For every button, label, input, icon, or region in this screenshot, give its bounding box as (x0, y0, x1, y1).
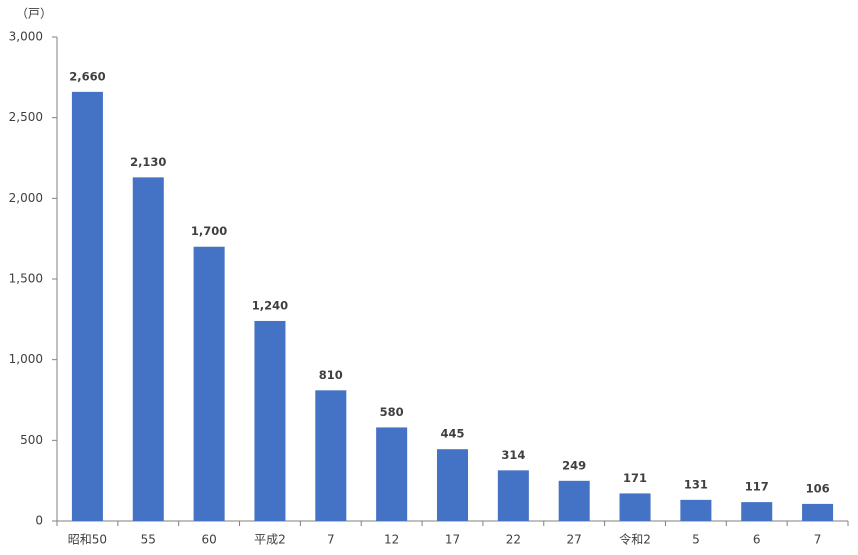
value-label: 106 (806, 481, 830, 495)
x-tick-label: 60 (201, 533, 216, 547)
value-label: 1,240 (252, 298, 288, 312)
bar (71, 91, 103, 521)
x-tick-label: 12 (384, 533, 399, 547)
x-tick-label: 22 (506, 533, 521, 547)
bar (254, 320, 286, 521)
value-label: 171 (623, 471, 647, 485)
value-label: 2,130 (130, 155, 166, 169)
x-tick-label: 5 (692, 533, 700, 547)
y-tick-label: 1,500 (9, 272, 43, 286)
bar (132, 177, 164, 522)
value-label: 249 (562, 458, 586, 472)
value-label: 131 (684, 477, 708, 491)
x-tick-label: 7 (327, 533, 335, 547)
bar (741, 502, 773, 521)
x-tick-label: 27 (567, 533, 582, 547)
bar (497, 470, 529, 521)
y-tick-label: 2,500 (9, 110, 43, 124)
bar (619, 493, 651, 521)
value-label: 314 (501, 448, 525, 462)
x-tick-label: 昭和50 (68, 533, 107, 547)
bar (193, 246, 225, 521)
x-tick-label: 令和2 (619, 532, 651, 547)
bar (436, 449, 469, 521)
value-label: 117 (745, 480, 769, 494)
bar (802, 503, 834, 521)
value-label: 810 (319, 368, 343, 382)
y-tick-label: 3,000 (9, 30, 43, 44)
bar (680, 499, 712, 521)
value-label: 445 (440, 427, 464, 441)
x-tick-label: 平成2 (254, 533, 286, 547)
bar (376, 427, 408, 521)
value-label: 2,660 (69, 69, 105, 83)
unit-label: （戸） (16, 7, 52, 21)
y-tick-label: 500 (20, 433, 43, 447)
x-tick-label: 17 (445, 533, 460, 547)
value-label: 1,700 (191, 224, 227, 238)
x-tick-label: 55 (141, 533, 156, 547)
bar (558, 480, 590, 521)
x-tick-label: 6 (753, 533, 761, 547)
x-tick-label: 7 (814, 533, 822, 547)
bar (315, 390, 347, 521)
y-tick-label: 0 (35, 514, 43, 528)
y-tick-label: 2,000 (9, 191, 43, 205)
y-tick-label: 1,000 (9, 352, 43, 366)
value-label: 580 (380, 405, 404, 419)
